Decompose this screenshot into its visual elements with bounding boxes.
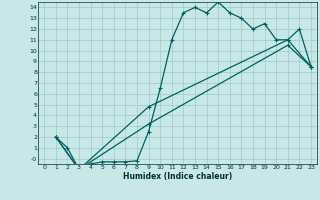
X-axis label: Humidex (Indice chaleur): Humidex (Indice chaleur) <box>123 172 232 181</box>
